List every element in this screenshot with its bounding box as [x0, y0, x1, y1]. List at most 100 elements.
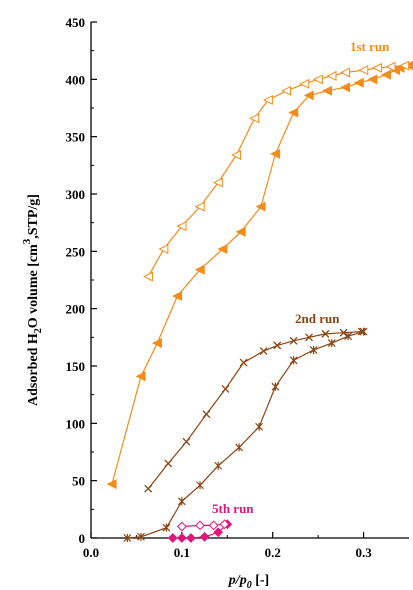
data-point — [123, 534, 132, 542]
x-tick-label: 0.1 — [174, 545, 190, 560]
y-axis-label: Adsorbed H2O volume [cm3,STP/g] — [21, 194, 44, 406]
plot-frame: 0 50 100 150 200 250 300 350 400 450 0.0 0.1 0.2 0.3 — [66, 15, 409, 560]
data-point — [158, 244, 169, 255]
data-point — [259, 347, 268, 356]
data-point — [239, 358, 248, 367]
series-1st-run-adsorption — [106, 60, 413, 490]
data-point — [273, 341, 282, 350]
y-tick-label: 0 — [79, 531, 86, 546]
y-tick-label: 250 — [66, 244, 86, 259]
data-point — [164, 459, 173, 468]
data-point — [182, 437, 191, 446]
data-point — [212, 177, 223, 188]
data-point — [199, 531, 210, 542]
data-point — [289, 336, 298, 345]
data-point — [357, 327, 366, 336]
data-point — [309, 345, 318, 354]
data-point — [270, 148, 281, 159]
series-line — [127, 331, 364, 539]
x-label-sub-0: 0 — [247, 580, 252, 590]
data-point — [167, 533, 178, 543]
y-tick-label: 100 — [66, 416, 86, 431]
annotation-1st-run: 1st run — [350, 39, 390, 54]
x-tick-label: 0.3 — [355, 545, 372, 560]
data-point — [305, 333, 314, 342]
data-point — [221, 384, 230, 393]
y-tick-label: 300 — [66, 187, 86, 202]
annotation-5th-run: 5th run — [212, 501, 254, 516]
data-point — [152, 338, 163, 349]
data-point — [177, 497, 186, 506]
data-point — [135, 371, 146, 382]
data-point — [106, 479, 117, 490]
x-axis-label: p/p0 [-] — [228, 573, 269, 590]
data-point — [340, 82, 351, 93]
series-line — [147, 65, 405, 277]
data-point — [255, 201, 266, 212]
annotation-2nd-run: 2nd run — [295, 311, 340, 326]
data-point — [144, 484, 153, 493]
data-point — [176, 521, 187, 532]
data-point — [176, 221, 187, 232]
data-point — [217, 244, 228, 255]
series-line — [181, 523, 225, 528]
data-point — [399, 60, 410, 71]
data-point — [137, 532, 145, 541]
data-point — [171, 291, 183, 302]
data-point — [208, 520, 219, 531]
data-point — [194, 201, 205, 212]
y-tick-label: 350 — [66, 130, 86, 145]
data-point — [289, 356, 298, 365]
data-point — [194, 264, 205, 275]
y-tick-label: 450 — [66, 15, 86, 30]
data-point — [367, 74, 378, 85]
x-label-p: p — [228, 573, 236, 588]
data-point — [196, 481, 204, 490]
data-point — [202, 410, 211, 419]
data-point — [142, 271, 153, 282]
x-tick-label: 0.0 — [83, 545, 99, 560]
data-point — [235, 226, 246, 237]
data-point — [312, 74, 323, 85]
y-tick-label: 400 — [66, 72, 86, 87]
data-point — [186, 533, 196, 543]
x-tick-label: 0.2 — [265, 545, 281, 560]
data-point — [231, 150, 242, 161]
x-label-slash: / — [235, 573, 241, 588]
y-label-part-3: ,STP/g] — [26, 194, 41, 239]
data-point — [214, 461, 223, 470]
data-point — [358, 65, 369, 76]
series-1st-run-desorption — [142, 60, 410, 282]
series-layer — [106, 60, 413, 543]
data-point — [262, 94, 273, 105]
series-line — [111, 65, 410, 485]
data-point — [213, 527, 224, 538]
y-label-part-1: Adsorbed H — [26, 333, 41, 406]
y-tick-label: 50 — [72, 474, 85, 489]
y-label-sup-3: 3 — [21, 238, 33, 244]
data-point — [321, 329, 330, 338]
data-point — [281, 85, 292, 96]
data-point — [255, 422, 264, 431]
data-point — [195, 520, 205, 531]
data-point — [327, 339, 336, 348]
y-tick-label: 150 — [66, 359, 86, 374]
annotation-layer: 1st run 2nd run 5th run — [212, 39, 390, 516]
data-point — [326, 70, 337, 81]
data-point — [288, 107, 299, 118]
data-point — [371, 62, 382, 73]
x-label-unit: [-] — [252, 573, 270, 588]
series-2nd-run-desorption — [144, 327, 366, 493]
data-point — [340, 67, 351, 78]
data-point — [321, 85, 332, 96]
x-label-p0: p — [239, 573, 247, 588]
series-2nd-run-adsorption — [123, 327, 368, 542]
data-point — [380, 69, 391, 80]
data-point — [303, 90, 314, 101]
data-point — [176, 533, 187, 543]
data-point — [299, 78, 310, 89]
data-point — [271, 382, 280, 391]
data-point — [235, 443, 244, 452]
series-5th-run-desorption — [176, 519, 230, 532]
